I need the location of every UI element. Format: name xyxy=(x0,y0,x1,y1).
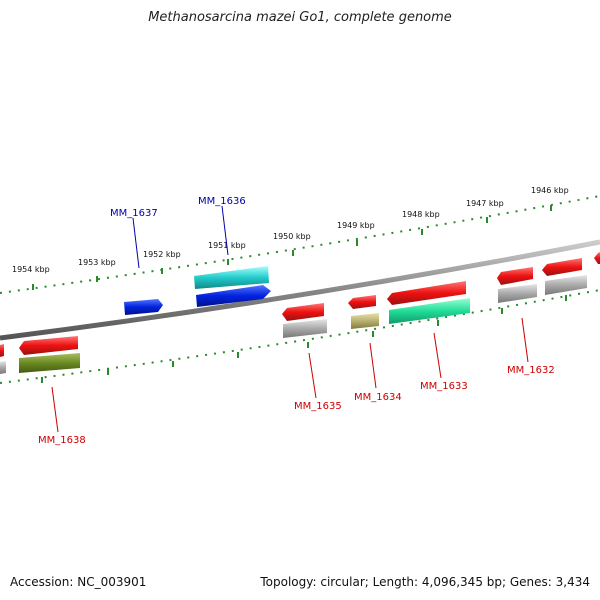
leader-mm-1638 xyxy=(51,386,59,433)
gene-mm-1633[interactable] xyxy=(387,281,466,305)
gene-label-mm-1635[interactable]: MM_1635 xyxy=(294,401,342,412)
top-scale xyxy=(0,195,600,294)
gene-mm-1637[interactable] xyxy=(124,299,163,315)
gene-mm-1632[interactable] xyxy=(497,267,533,285)
gene-mm-1636[interactable] xyxy=(196,285,271,307)
feature-mm-1635[interactable] xyxy=(283,319,327,338)
feature-mm-1632[interactable] xyxy=(498,284,537,303)
map-title: Methanosarcina mazei Go1, complete genom… xyxy=(148,10,452,25)
feature-right-a[interactable] xyxy=(545,275,587,295)
gene-label-mm-1636[interactable]: MM_1636 xyxy=(198,196,246,207)
tick-label: 1953 kbp xyxy=(78,258,116,267)
leader-mm-1634 xyxy=(369,342,377,389)
gene-label-mm-1638[interactable]: MM_1638 xyxy=(38,435,86,446)
gene-mm-1638[interactable] xyxy=(19,336,78,355)
tick-label: 1950 kbp xyxy=(273,232,311,241)
gene-label-mm-1634[interactable]: MM_1634 xyxy=(354,392,402,403)
leader-mm-1636 xyxy=(221,205,229,256)
gene-right-a[interactable] xyxy=(542,258,582,276)
gene-label-mm-1632[interactable]: MM_1632 xyxy=(507,365,555,376)
leader-mm-1632 xyxy=(521,317,529,363)
tick-label: 1949 kbp xyxy=(337,221,375,230)
feature-left-edge[interactable] xyxy=(0,361,6,374)
gene-mm-1634[interactable] xyxy=(348,295,376,309)
leader-mm-1633 xyxy=(433,332,442,379)
gene-mm-1636-cds[interactable] xyxy=(194,266,269,289)
gene-labels[interactable]: MM_1637 MM_1636 MM_1638 MM_1635 MM_1634 … xyxy=(38,196,555,446)
label-leaders xyxy=(51,205,529,433)
tick-labels: 1954 kbp 1953 kbp 1952 kbp 1951 kbp 1950… xyxy=(12,186,569,274)
tick-label: 1946 kbp xyxy=(531,186,569,195)
tick-label: 1952 kbp xyxy=(143,250,181,259)
gene-left-edge[interactable] xyxy=(0,344,4,357)
gene-mm-1635[interactable] xyxy=(282,303,324,321)
gene-label-mm-1633[interactable]: MM_1633 xyxy=(420,381,468,392)
leader-mm-1635 xyxy=(308,352,317,399)
accession-text: Accession: NC_003901 xyxy=(10,575,147,589)
tick-label: 1947 kbp xyxy=(466,199,504,208)
bottom-scale xyxy=(0,289,600,384)
leader-mm-1637 xyxy=(132,217,140,269)
tick-label: 1954 kbp xyxy=(12,265,50,274)
genome-backbone xyxy=(0,239,600,341)
forward-genes[interactable] xyxy=(124,266,271,315)
gene-label-mm-1637[interactable]: MM_1637 xyxy=(110,208,158,219)
tick-label: 1948 kbp xyxy=(402,210,440,219)
gene-right-edge[interactable] xyxy=(594,252,600,264)
genome-summary-text: Topology: circular; Length: 4,096,345 bp… xyxy=(260,575,590,589)
reverse-genes[interactable] xyxy=(0,252,600,374)
feature-mm-1634[interactable] xyxy=(351,313,379,329)
feature-mm-1638[interactable] xyxy=(19,353,80,373)
feature-mm-1633[interactable] xyxy=(389,298,470,324)
